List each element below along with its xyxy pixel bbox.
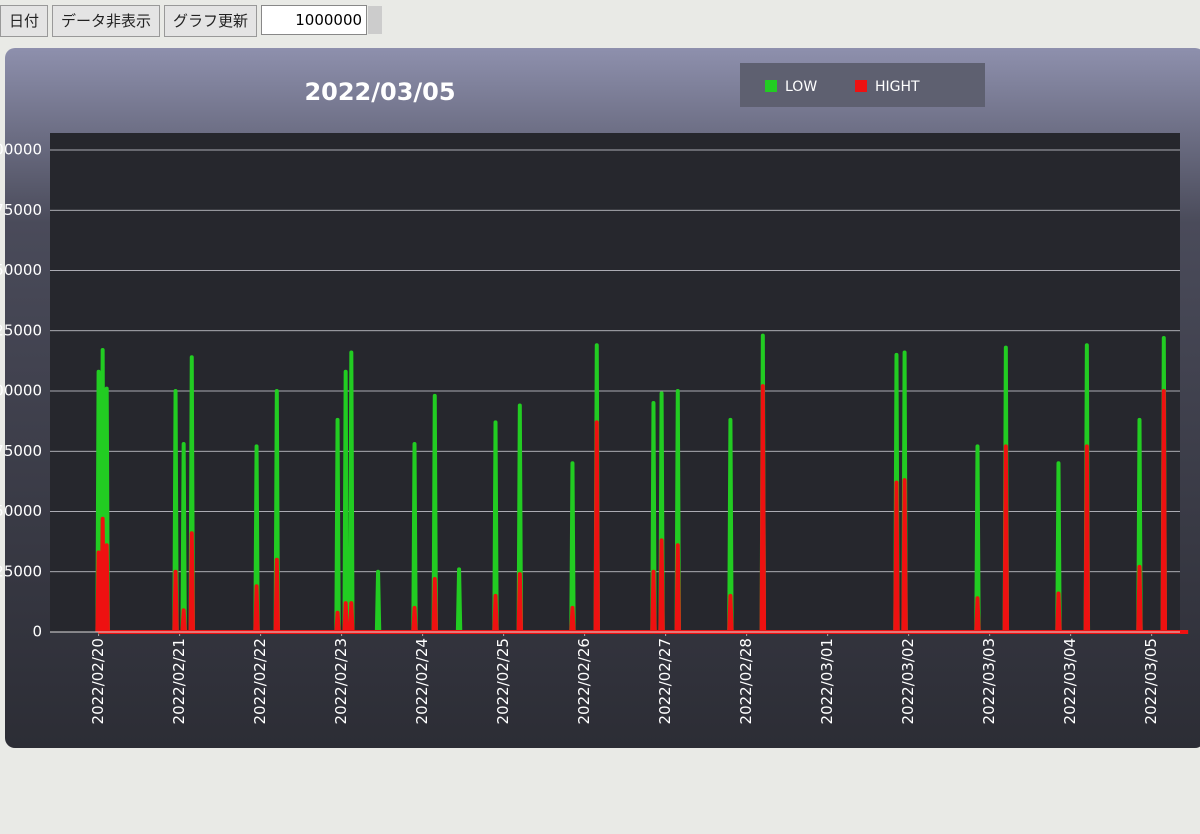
number-input[interactable]: 1000000 <box>261 5 383 35</box>
y-tick-label: 75000 <box>0 442 42 460</box>
legend-swatch <box>765 80 777 92</box>
x-tick-label: 2022/02/23 <box>332 638 350 724</box>
y-tick-label: 0 <box>32 623 42 641</box>
toolbar: 日付 データ非表示 グラフ更新 1000000 <box>0 5 383 37</box>
y-tick-label: 150000 <box>0 261 42 279</box>
x-tick-label: 2022/03/05 <box>1142 638 1160 724</box>
legend-label: LOW <box>785 79 817 95</box>
x-tick-label: 2022/03/04 <box>1061 638 1079 724</box>
update-graph-button[interactable]: グラフ更新 <box>164 5 258 37</box>
x-tick-label: 2022/02/26 <box>575 638 593 724</box>
legend-swatch <box>855 80 867 92</box>
y-tick-label: 100000 <box>0 382 42 400</box>
input-value: 1000000 <box>295 11 363 29</box>
spinner[interactable] <box>368 6 383 34</box>
y-tick-label: 125000 <box>0 321 42 339</box>
x-tick-label: 2022/02/24 <box>413 638 431 724</box>
x-tick-label: 2022/02/20 <box>89 638 107 724</box>
plot-area <box>50 133 1180 632</box>
hide-data-button[interactable]: データ非表示 <box>52 5 161 37</box>
chart-title: 2022/03/05 <box>304 78 455 106</box>
legend-label: HIGHT <box>875 79 920 95</box>
x-tick-label: 2022/02/28 <box>737 638 755 724</box>
x-tick-label: 2022/03/01 <box>818 638 836 724</box>
date-button[interactable]: 日付 <box>0 5 49 37</box>
x-tick-label: 2022/02/22 <box>251 638 269 724</box>
x-tick-label: 2022/03/02 <box>899 638 917 724</box>
x-tick-label: 2022/02/21 <box>170 638 188 724</box>
x-tick-label: 2022/02/27 <box>656 638 674 724</box>
y-tick-label: 25000 <box>0 562 42 580</box>
x-tick-label: 2022/03/03 <box>980 638 998 724</box>
y-tick-label: 200000 <box>0 141 42 159</box>
y-tick-label: 175000 <box>0 201 42 219</box>
x-tick-label: 2022/02/25 <box>494 638 512 724</box>
